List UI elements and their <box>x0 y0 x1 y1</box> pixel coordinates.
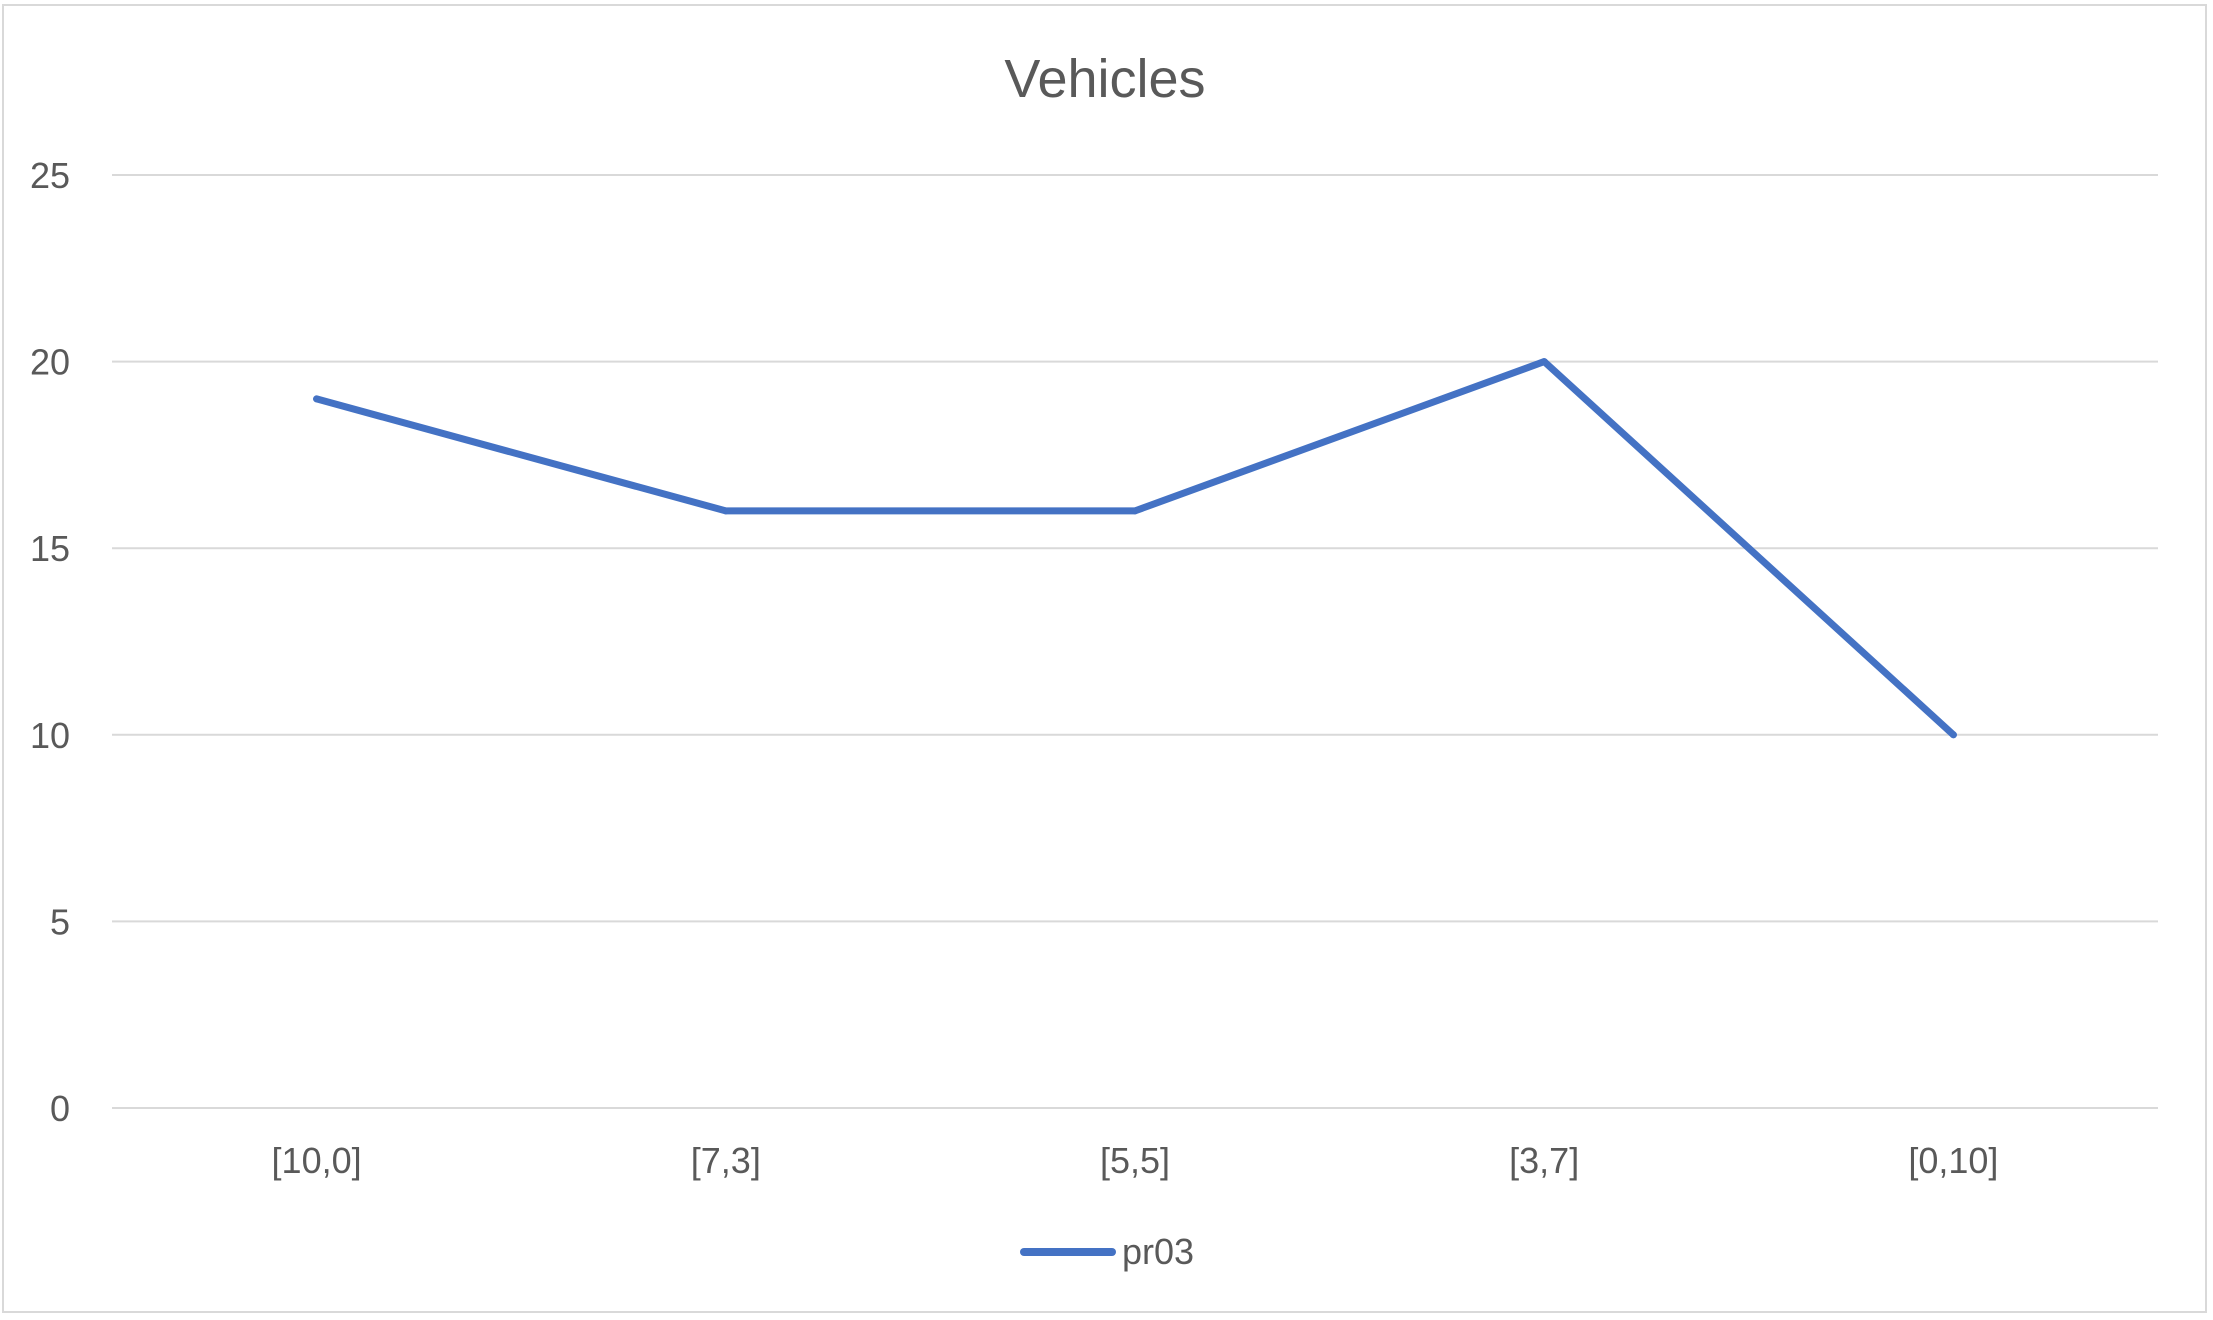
y-axis-ticks: 0 5 10 15 20 25 <box>30 155 70 1129</box>
data-point[interactable] <box>313 395 321 403</box>
x-axis-ticks: [10,0] [7,3] [5,5] [3,7] [0,10] <box>272 1140 1999 1181</box>
y-tick-label: 15 <box>30 528 70 569</box>
gridlines <box>112 174 2158 1109</box>
x-tick-label: [7,3] <box>691 1140 761 1181</box>
y-tick-label: 5 <box>50 901 70 942</box>
data-point[interactable] <box>1131 507 1139 515</box>
series-layer <box>313 358 1957 739</box>
x-tick-label: [0,10] <box>1908 1140 1998 1181</box>
chart-title: Vehicles <box>1004 49 1205 109</box>
y-tick-label: 25 <box>30 155 70 196</box>
data-point[interactable] <box>1540 358 1548 366</box>
y-tick-label: 20 <box>30 342 70 383</box>
data-point[interactable] <box>1949 731 1957 739</box>
y-tick-label: 10 <box>30 715 70 756</box>
x-tick-label: [10,0] <box>272 1140 362 1181</box>
legend-label: pr03 <box>1122 1231 1194 1272</box>
chart-area <box>2 4 2207 1313</box>
legend[interactable]: pr03 <box>1020 1231 1194 1272</box>
y-tick-label: 0 <box>50 1088 70 1129</box>
data-point[interactable] <box>722 507 730 515</box>
x-tick-label: [5,5] <box>1100 1140 1170 1181</box>
x-tick-label: [3,7] <box>1509 1140 1579 1181</box>
